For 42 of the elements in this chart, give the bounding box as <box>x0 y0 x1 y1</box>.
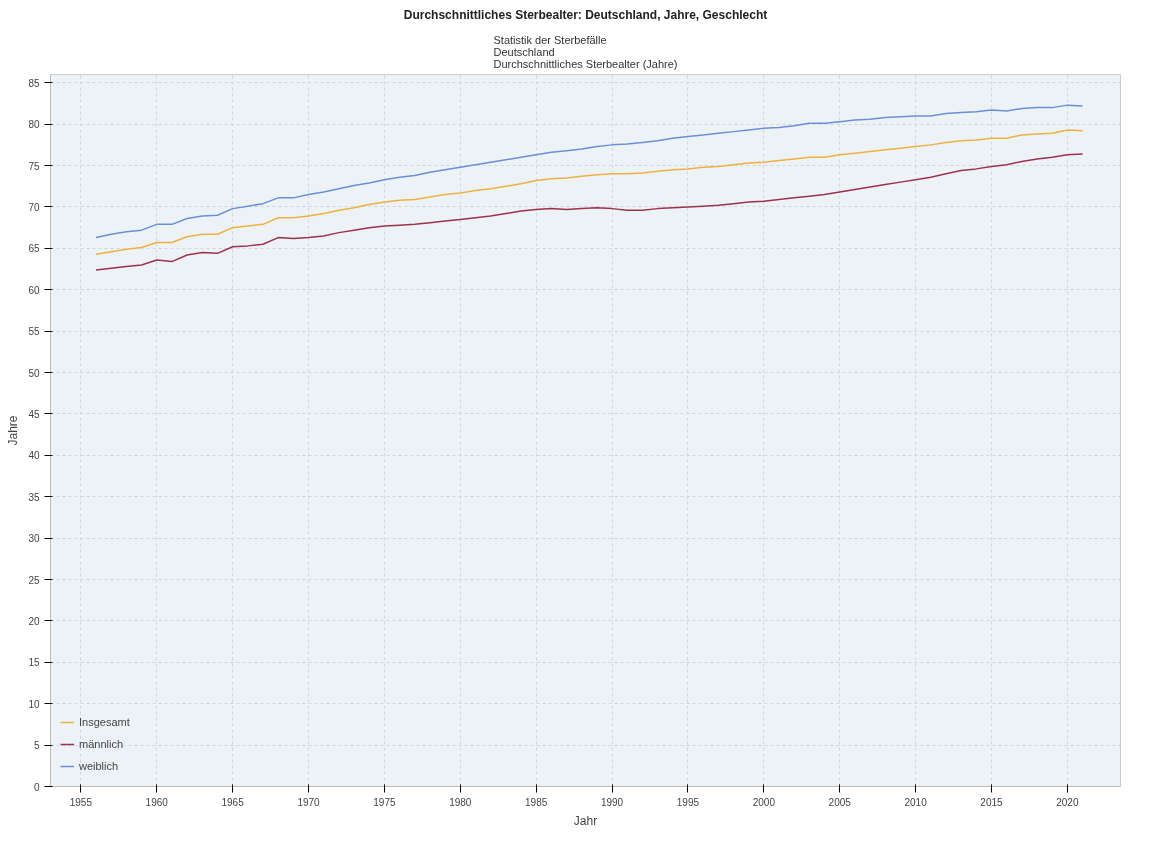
line-series <box>95 129 1084 255</box>
y-axis-title: Jahre <box>6 415 21 446</box>
line-series <box>95 153 1084 271</box>
x-tick-label: 2020 <box>1056 796 1079 808</box>
y-tick-label: 60 <box>28 284 40 296</box>
y-tick-label: 75 <box>28 160 40 172</box>
x-tick-label: 2015 <box>980 796 1004 808</box>
y-tick-label: 70 <box>28 201 40 213</box>
x-tick-label: 2010 <box>904 796 928 808</box>
legend-label: männlich <box>79 738 124 750</box>
x-tick-label: 1990 <box>600 796 624 808</box>
x-tick-label: 1980 <box>449 796 472 808</box>
y-tick-label: 0 <box>33 781 40 793</box>
y-tick-label: 30 <box>28 533 40 545</box>
y-tick-label: 25 <box>28 574 40 586</box>
x-tick-label: 2000 <box>752 796 776 808</box>
x-tick-label: 1955 <box>69 796 93 808</box>
line-series <box>95 104 1084 239</box>
y-tick-label: 15 <box>28 657 40 669</box>
legend-label: weiblich <box>79 760 119 772</box>
x-tick-label: 1995 <box>676 796 700 808</box>
y-tick-label: 20 <box>28 615 40 627</box>
y-tick-label: 5 <box>33 740 40 752</box>
x-axis-title: Jahr <box>573 813 598 828</box>
chart-title: Durchschnittliches Sterbealter: Deutschland, Jahre, Geschlecht <box>403 7 768 22</box>
x-tick-label: 1965 <box>221 796 245 808</box>
y-tick-label: 45 <box>28 408 40 420</box>
y-tick-label: 10 <box>28 698 40 710</box>
x-tick-label: 1975 <box>373 796 396 808</box>
y-tick-label: 80 <box>28 119 40 131</box>
y-tick-label: 85 <box>28 77 40 89</box>
y-tick-label: 55 <box>28 326 40 338</box>
x-tick-label: 2005 <box>828 796 852 808</box>
y-tick-label: 40 <box>28 450 40 462</box>
y-tick-label: 50 <box>28 367 40 379</box>
y-tick-label: 65 <box>28 243 40 255</box>
y-tick-label: 35 <box>28 491 40 503</box>
x-tick-label: 1985 <box>525 796 548 808</box>
chart-subtitle: Statistik der Sterbefälle Deutschland Durchschnittliches Sterbealter (Jahre) <box>493 33 678 70</box>
x-tick-label: 1960 <box>145 796 169 808</box>
x-tick-label: 1970 <box>297 796 321 808</box>
legend-label: Insgesamt <box>79 716 130 728</box>
